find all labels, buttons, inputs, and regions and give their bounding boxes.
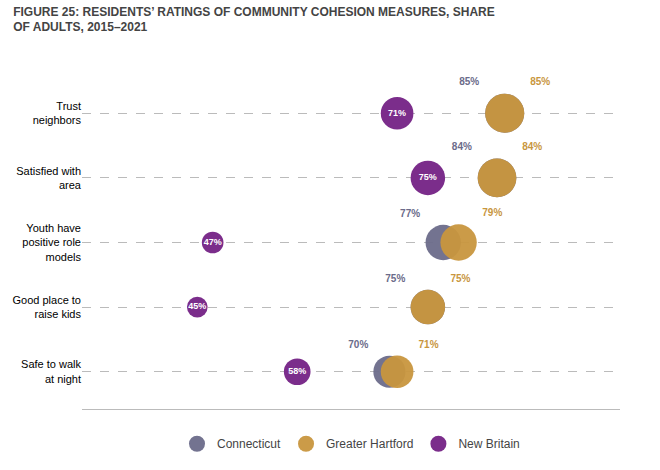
svg-text:Youth havepositive rolemodels: Youth havepositive rolemodels bbox=[22, 222, 81, 263]
svg-text:Connecticut: Connecticut bbox=[217, 437, 281, 451]
svg-text:71%: 71% bbox=[388, 108, 406, 118]
svg-text:Satisfied witharea: Satisfied witharea bbox=[16, 165, 82, 191]
svg-text:FIGURE 25: RESIDENTS’ RATINGS: FIGURE 25: RESIDENTS’ RATINGS OF COMMUNI… bbox=[13, 5, 495, 35]
svg-text:Good place toraise kids: Good place toraise kids bbox=[13, 294, 82, 320]
svg-text:70%: 70% bbox=[348, 339, 368, 350]
svg-text:71%: 71% bbox=[419, 339, 439, 350]
svg-text:85%: 85% bbox=[530, 76, 550, 87]
svg-text:77%: 77% bbox=[400, 208, 420, 219]
svg-text:75%: 75% bbox=[450, 273, 470, 284]
svg-text:Trustneighbors: Trustneighbors bbox=[33, 100, 82, 126]
svg-text:45%: 45% bbox=[188, 301, 206, 311]
svg-text:75%: 75% bbox=[419, 172, 437, 182]
svg-text:79%: 79% bbox=[482, 207, 502, 218]
svg-text:58%: 58% bbox=[288, 366, 306, 376]
svg-text:Greater Hartford: Greater Hartford bbox=[326, 437, 413, 451]
svg-text:84%: 84% bbox=[522, 141, 542, 152]
svg-text:84%: 84% bbox=[452, 141, 472, 152]
svg-text:New Britain: New Britain bbox=[458, 437, 519, 451]
svg-text:Safe to walkat night: Safe to walkat night bbox=[21, 358, 81, 384]
svg-text:47%: 47% bbox=[204, 237, 222, 247]
svg-text:85%: 85% bbox=[459, 76, 479, 87]
svg-text:75%: 75% bbox=[385, 273, 405, 284]
